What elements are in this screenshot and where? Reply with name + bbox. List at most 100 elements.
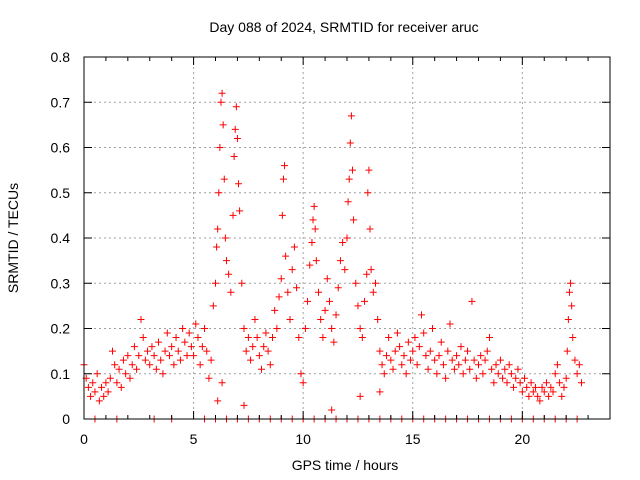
y-tick-label: 0.7 — [51, 94, 71, 110]
data-point — [91, 388, 99, 396]
data-point — [268, 334, 276, 342]
data-point — [179, 325, 187, 332]
data-point — [472, 374, 480, 382]
data-point — [98, 383, 106, 391]
data-point — [89, 379, 97, 387]
data-point — [279, 175, 287, 183]
data-point — [376, 388, 384, 396]
data-point — [466, 365, 474, 373]
data-point — [310, 202, 318, 210]
data-point — [503, 379, 511, 387]
data-point — [459, 370, 467, 378]
data-point — [352, 279, 360, 287]
data-point — [325, 297, 333, 305]
data-point — [315, 288, 323, 296]
data-point — [428, 325, 436, 332]
data-point — [461, 356, 469, 364]
data-point — [214, 225, 222, 233]
data-point — [225, 270, 233, 278]
data-point — [453, 352, 461, 360]
data-point — [490, 379, 498, 387]
data-point — [219, 121, 227, 129]
data-point — [323, 275, 331, 283]
data-point — [102, 379, 110, 387]
data-point — [242, 347, 250, 355]
data-point — [437, 338, 445, 346]
data-point — [578, 379, 586, 387]
data-point — [510, 383, 518, 391]
data-point — [133, 365, 141, 373]
data-point — [87, 392, 95, 400]
data-point — [207, 356, 215, 364]
data-point — [306, 261, 314, 269]
data-point — [139, 334, 147, 342]
data-point — [150, 352, 158, 360]
data-point — [514, 365, 522, 373]
data-point — [553, 361, 561, 369]
data-point — [196, 361, 204, 369]
data-point — [104, 388, 112, 396]
data-point — [398, 361, 406, 369]
data-point — [444, 347, 452, 355]
data-point — [479, 370, 487, 378]
data-point — [311, 225, 319, 233]
data-point — [363, 270, 371, 278]
data-point — [573, 370, 581, 378]
data-point — [391, 347, 399, 355]
data-point — [240, 325, 248, 332]
data-point — [448, 356, 456, 364]
data-point — [229, 211, 237, 219]
data-point — [387, 356, 395, 364]
data-point — [281, 162, 289, 170]
y-tick-label: 0.5 — [51, 185, 71, 201]
data-point — [144, 347, 152, 355]
data-point — [505, 361, 513, 369]
data-point — [128, 361, 136, 369]
x-tick-label: 5 — [190, 431, 198, 447]
data-point — [569, 334, 577, 342]
data-point — [551, 370, 559, 378]
data-point — [521, 374, 529, 382]
data-point — [277, 275, 285, 283]
data-point — [266, 361, 274, 369]
data-point — [146, 361, 154, 369]
data-point — [181, 338, 189, 346]
data-point — [148, 343, 156, 351]
data-point — [218, 89, 226, 97]
chart-title: Day 088 of 2024, SRMTID for receiver aru… — [209, 19, 478, 35]
data-point — [376, 347, 384, 355]
data-point — [328, 406, 336, 414]
data-point — [361, 297, 369, 305]
data-point — [230, 153, 238, 161]
data-point — [413, 361, 421, 369]
data-point — [545, 392, 553, 400]
data-point — [264, 347, 272, 355]
data-point — [214, 397, 222, 405]
data-point — [111, 361, 119, 369]
data-point — [304, 297, 312, 305]
data-point — [378, 361, 386, 369]
data-point — [540, 388, 548, 396]
data-point — [567, 279, 575, 287]
data-point — [575, 361, 583, 369]
data-point — [187, 343, 195, 351]
data-point — [374, 315, 382, 323]
data-point — [240, 401, 248, 409]
data-point — [203, 347, 211, 355]
data-point — [411, 334, 419, 342]
data-point — [492, 361, 500, 369]
data-point — [336, 257, 344, 265]
data-point — [485, 334, 493, 342]
data-point — [496, 356, 504, 364]
data-point — [284, 288, 292, 296]
data-point — [282, 252, 290, 260]
data-point — [457, 343, 465, 351]
data-point — [262, 329, 270, 337]
data-point — [192, 320, 200, 328]
data-point — [247, 356, 255, 364]
data-point — [534, 392, 542, 400]
data-point — [233, 134, 241, 142]
data-point — [356, 392, 364, 400]
data-point — [424, 365, 432, 373]
